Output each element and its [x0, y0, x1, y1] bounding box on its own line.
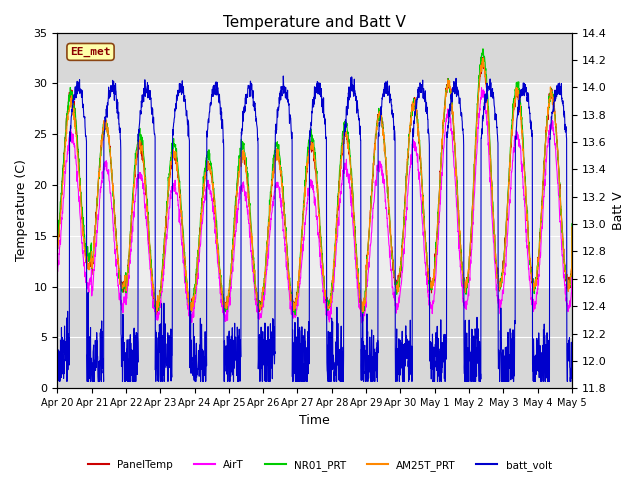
Bar — [58, 84, 572, 287]
Text: EE_met: EE_met — [70, 47, 111, 57]
X-axis label: Time: Time — [300, 414, 330, 427]
Legend: PanelTemp, AirT, NR01_PRT, AM25T_PRT, batt_volt: PanelTemp, AirT, NR01_PRT, AM25T_PRT, ba… — [84, 456, 556, 475]
Y-axis label: Temperature (C): Temperature (C) — [15, 159, 28, 262]
Y-axis label: Batt V: Batt V — [612, 191, 625, 230]
Title: Temperature and Batt V: Temperature and Batt V — [223, 15, 406, 30]
